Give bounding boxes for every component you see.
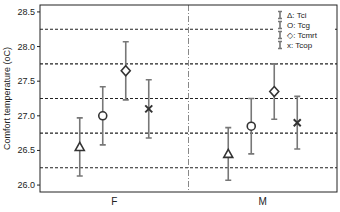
legend-symbol (278, 12, 282, 19)
point (247, 122, 255, 130)
chart: 26.0 26.5 27.0 27.5 28.0 28.5 Comfort temperat… (0, 0, 340, 212)
y-tick (37, 81, 40, 82)
legend: Δ: TciO: Tcg◇: Tcmrtx: Tcop (275, 8, 333, 52)
legend-label: ◇: Tcmrt (287, 31, 318, 40)
y-axis-label: Comfort temperature (oC) (2, 47, 12, 150)
error-bar (248, 99, 254, 154)
legend-symbol (278, 22, 282, 29)
legend-label: O: Tcg (287, 21, 310, 30)
legend-label: x: Tcop (287, 41, 313, 50)
error-bar (294, 96, 300, 149)
point (224, 149, 233, 157)
y-tick-label: 28.5 (17, 7, 35, 17)
legend-box (275, 8, 333, 52)
point (99, 112, 107, 120)
y-tick-label: 28.0 (17, 42, 35, 52)
error-bar (100, 87, 106, 145)
point (294, 119, 301, 126)
point (75, 142, 84, 150)
y-tick-label: 27.5 (17, 76, 35, 86)
error-bar (146, 80, 152, 138)
data (75, 42, 301, 181)
legend-symbol (278, 32, 282, 39)
y-tick-label: 26.5 (17, 145, 35, 155)
y-tick (37, 185, 40, 186)
x-tick-label: F (111, 196, 117, 207)
y-tick (37, 115, 40, 116)
point (270, 87, 279, 97)
point (145, 105, 152, 112)
point (121, 66, 130, 76)
y-tick-label: 27.0 (17, 111, 35, 121)
x-tick-label: M (259, 196, 267, 207)
legend-label: Δ: Tci (287, 11, 307, 20)
grid-line (40, 133, 337, 134)
y-axis: 26.0 26.5 27.0 27.5 28.0 28.5 (17, 7, 40, 190)
y-tick (37, 46, 40, 47)
frame (40, 5, 337, 192)
y-tick (37, 11, 40, 12)
y-tick (37, 150, 40, 151)
y-tick-label: 26.0 (17, 180, 35, 190)
legend-symbol (278, 42, 282, 49)
separator (188, 5, 189, 192)
